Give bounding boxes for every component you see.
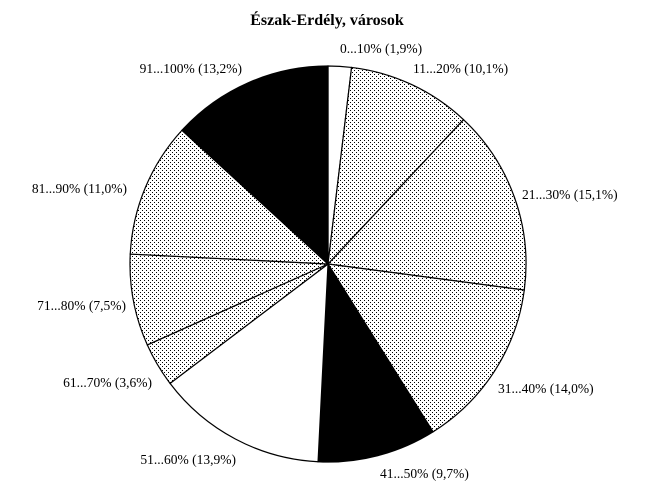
pie-slice-10 <box>181 65 329 266</box>
pie-slice-label-10: 91...100% (13,2%) <box>140 61 242 76</box>
pie-slice-label-6: 51...60% (13,9%) <box>140 452 236 467</box>
pie-slice-label-4: 31...40% (14,0%) <box>498 381 594 396</box>
pie-slice-9 <box>129 129 330 265</box>
pie-slice-label-8: 71...80% (7,5%) <box>37 298 126 313</box>
pie-slice-label-3: 21...30% (15,1%) <box>522 187 618 202</box>
pie-slice-label-9: 81...90% (11,0%) <box>32 181 127 196</box>
pie-slice-label-1: 0...10% (1,9%) <box>340 41 422 56</box>
pie-slice-5 <box>317 262 434 463</box>
pie-slice-label-5: 41...50% (9,7%) <box>380 466 469 481</box>
pie-slice-3 <box>326 118 527 291</box>
pie-slice-6 <box>169 262 329 463</box>
chart-title: Észak-Erdély, városok <box>250 10 404 29</box>
pie-slices <box>129 65 527 463</box>
pie-slice-4 <box>326 263 525 433</box>
pie-labels: 0...10% (1,9%) 11...20% (10,1%) 21...30% (… <box>32 41 618 481</box>
pie-slice-2 <box>327 66 465 266</box>
pie-slice-label-7: 61...70% (3,6%) <box>63 375 152 390</box>
pie-slice-label-2: 11...20% (10,1%) <box>413 61 508 76</box>
